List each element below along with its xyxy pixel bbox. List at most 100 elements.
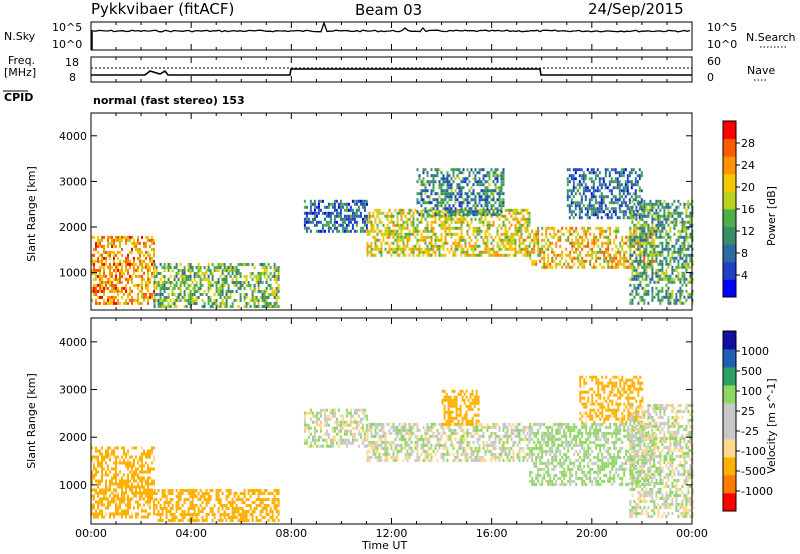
heatmap-cell (598, 189, 601, 193)
heatmap-cell (253, 492, 256, 495)
heatmap-cell (434, 214, 437, 218)
heatmap-cell (454, 213, 457, 217)
heatmap-cell (446, 241, 449, 245)
heatmap-cell (376, 232, 379, 236)
heatmap-cell (392, 455, 395, 459)
heatmap-cell (151, 482, 153, 486)
heatmap-cell (679, 289, 682, 293)
heatmap-cell (370, 428, 373, 432)
heatmap-cell (671, 253, 674, 257)
heatmap-cell (189, 293, 192, 296)
heatmap-cell (159, 296, 162, 299)
heatmap-cell (103, 280, 105, 284)
heatmap-cell (422, 229, 425, 233)
heatmap-cell (131, 277, 133, 281)
heatmap-cell (211, 263, 214, 266)
heatmap-cell (420, 198, 423, 202)
heatmap-cell (608, 180, 611, 184)
heatmap-cell (161, 492, 164, 495)
heatmap-cell (121, 512, 123, 516)
colorbar-swatch (723, 191, 736, 210)
heatmap-cell (486, 189, 489, 193)
heatmap-cell (458, 201, 461, 205)
heatmap-cell (113, 446, 115, 450)
heatmap-cell (442, 220, 445, 224)
heatmap-cell (460, 244, 463, 248)
heatmap-cell (305, 426, 308, 430)
heatmap-cell (109, 458, 111, 462)
heatmap-cell (135, 491, 137, 495)
heatmap-cell (315, 411, 318, 415)
heatmap-cell (386, 449, 389, 453)
heatmap-cell (460, 195, 463, 199)
heatmap-cell (117, 262, 119, 266)
heatmap-cell (109, 494, 111, 498)
heatmap-cell (189, 266, 192, 269)
heatmap-cell (147, 470, 149, 474)
heatmap-cell (353, 432, 356, 436)
heatmap-cell (671, 268, 674, 272)
heatmap-cell (213, 293, 216, 296)
heatmap-cell (598, 183, 601, 187)
heatmap-cell (333, 199, 336, 203)
heatmap-cell (426, 253, 429, 257)
heatmap-cell (207, 275, 210, 278)
heatmap-cell (149, 488, 151, 492)
heatmap-cell (574, 201, 577, 205)
heatmap-cell (95, 244, 97, 248)
heatmap-cell (494, 253, 497, 257)
heatmap-cell (217, 293, 220, 296)
heatmap-cell (416, 238, 419, 242)
heatmap-cell (581, 241, 584, 245)
heatmap-cell (394, 250, 397, 254)
heatmap-cell (506, 247, 509, 251)
heatmap-cell (622, 174, 625, 178)
heatmap-cell (631, 238, 634, 242)
heatmap-cell (622, 198, 625, 202)
heatmap-cell (414, 235, 417, 239)
heatmap-cell (115, 479, 117, 483)
heatmap-cell (615, 229, 618, 233)
heatmap-cell (661, 205, 664, 209)
heatmap-cell (227, 507, 230, 510)
heatmap-cell (193, 287, 196, 290)
heatmap-cell (611, 262, 614, 266)
heatmap-cell (631, 217, 634, 221)
heatmap-cell (434, 174, 437, 178)
heatmap-cell (606, 195, 609, 199)
heatmap-cell (599, 232, 602, 236)
heatmap-cell (147, 289, 149, 293)
heatmap-cell (607, 238, 610, 242)
heatmap-cell (384, 434, 387, 438)
heatmap-cell (667, 211, 670, 215)
heatmap-cell (426, 226, 429, 230)
heatmap-cell (345, 438, 348, 442)
heatmap-cell (380, 250, 383, 254)
heatmap-cell (520, 241, 523, 245)
heatmap-cell (537, 232, 540, 236)
heatmap-cell (243, 296, 246, 299)
heatmap-cell (125, 479, 127, 483)
heatmap-cell (643, 214, 646, 218)
heatmap-cell (502, 223, 505, 227)
heatmap-cell (410, 223, 413, 227)
heatmap-cell (153, 302, 156, 305)
heatmap-cell (592, 168, 595, 172)
heatmap-cell (263, 293, 266, 296)
heatmap-cell (95, 446, 97, 450)
heatmap-cell (181, 489, 184, 492)
heatmap-cell (91, 512, 93, 516)
heatmap-cell (522, 208, 525, 212)
heatmap-cell (179, 275, 182, 278)
heatmap-cell (474, 174, 477, 178)
heatmap-cell (161, 507, 164, 510)
heatmap-cell (416, 210, 419, 214)
heatmap-cell (151, 494, 153, 498)
heatmap-cell (520, 229, 523, 233)
heatmap-cell (474, 217, 477, 221)
heatmap-cell (632, 192, 635, 196)
heatmap-cell (235, 290, 238, 293)
heatmap-cell (687, 244, 690, 248)
heatmap-cell (101, 500, 103, 504)
heatmap-cell (416, 180, 419, 184)
